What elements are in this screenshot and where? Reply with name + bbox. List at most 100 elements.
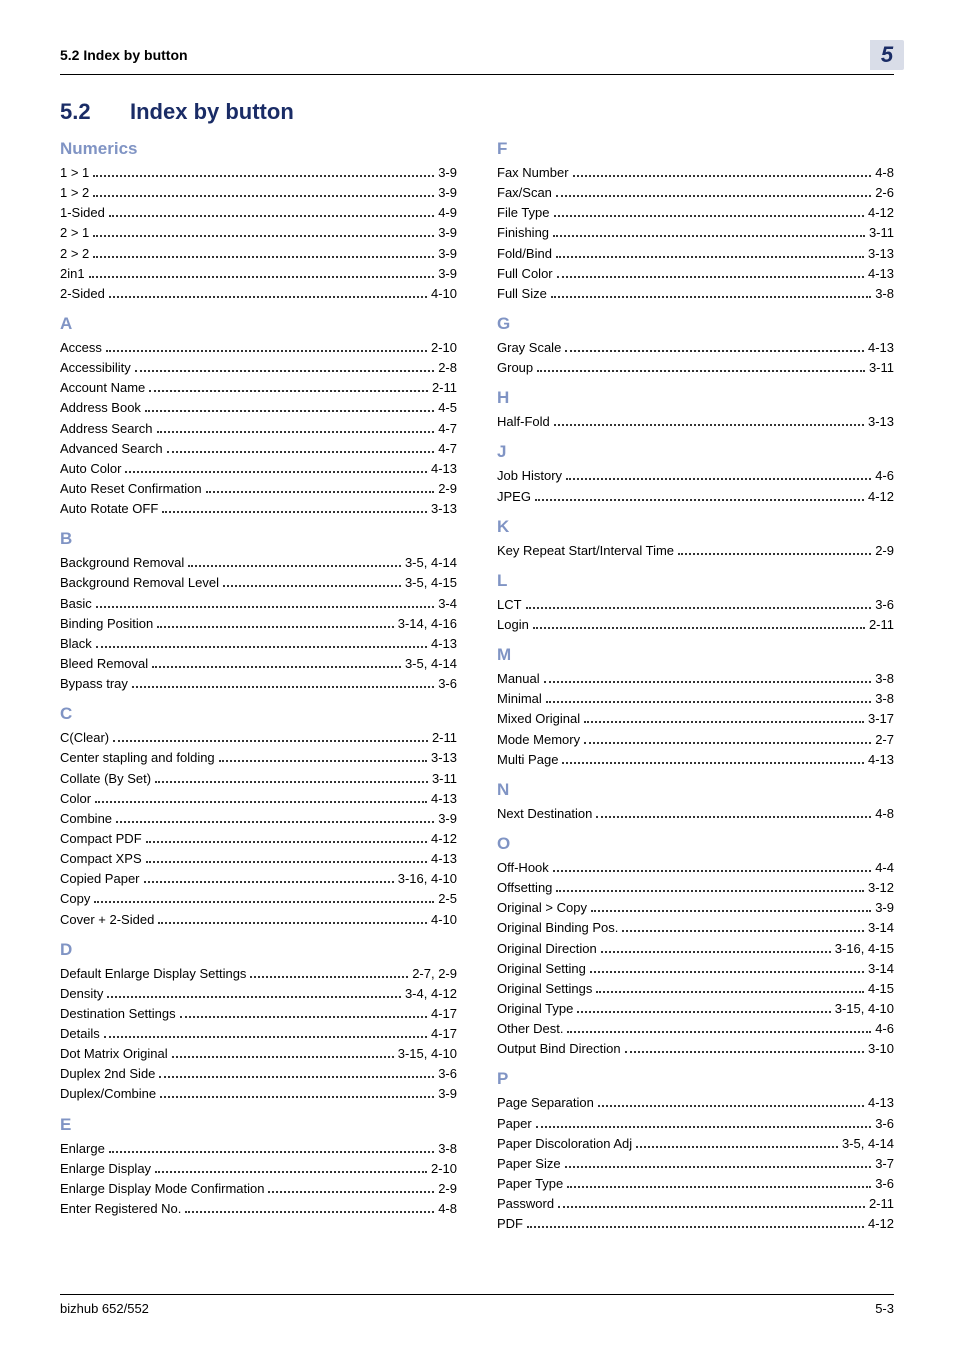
index-entry: Address Search 4-7 <box>60 419 457 439</box>
index-entry: Enlarge Display Mode Confirmation 2-9 <box>60 1179 457 1199</box>
index-entry-label: Original Binding Pos. <box>497 918 618 938</box>
index-entry-label: Background Removal <box>60 553 184 573</box>
leader-dots <box>527 1226 864 1228</box>
leader-dots <box>125 471 427 473</box>
index-entry-page: 3-11 <box>869 358 894 378</box>
index-entry-page: 2-11 <box>432 378 457 398</box>
index-entry-label: Color <box>60 789 91 809</box>
index-entry: Original Settings 4-15 <box>497 979 894 999</box>
index-entry: Original Type 3-15, 4-10 <box>497 999 894 1019</box>
leader-dots <box>556 890 864 892</box>
index-entry-label: Minimal <box>497 689 542 709</box>
index-entry-label: Paper <box>497 1114 532 1134</box>
index-entry-page: 4-13 <box>431 849 457 869</box>
leader-dots <box>557 276 864 278</box>
leader-dots <box>554 215 864 217</box>
index-entry-page: 3-9 <box>438 163 457 183</box>
section-number: 5.2 <box>60 99 130 125</box>
leader-dots <box>188 565 401 567</box>
index-entry: Mode Memory 2-7 <box>497 730 894 750</box>
index-entry-page: 2-6 <box>875 183 894 203</box>
letter-heading: D <box>60 940 457 960</box>
leader-dots <box>223 585 401 587</box>
index-entry: 1 > 1 3-9 <box>60 163 457 183</box>
index-entry: Details 4-17 <box>60 1024 457 1044</box>
leader-dots <box>622 930 864 932</box>
index-entry-label: Bypass tray <box>60 674 128 694</box>
letter-heading: K <box>497 517 894 537</box>
index-entry: Other Dest. 4-6 <box>497 1019 894 1039</box>
index-entry-page: 3-6 <box>438 1064 457 1084</box>
index-entry-page: 3-5, 4-14 <box>842 1134 894 1154</box>
index-entry: Duplex/Combine 3-9 <box>60 1084 457 1104</box>
index-entry-label: Next Destination <box>497 804 592 824</box>
index-entry-page: 3-6 <box>875 595 894 615</box>
index-entry: Fax/Scan 2-6 <box>497 183 894 203</box>
leader-dots <box>567 1186 871 1188</box>
index-entry-page: 3-16, 4-15 <box>835 939 894 959</box>
index-entry-page: 4-15 <box>868 979 894 999</box>
index-entry-page: 3-9 <box>438 264 457 284</box>
index-entry-label: Copy <box>60 889 90 909</box>
index-entry-label: Enlarge <box>60 1139 105 1159</box>
index-entry-label: Password <box>497 1194 554 1214</box>
index-entry-label: Paper Type <box>497 1174 563 1194</box>
index-entry-label: JPEG <box>497 487 531 507</box>
index-entry-label: Paper Discoloration Adj <box>497 1134 632 1154</box>
index-entry-page: 3-11 <box>869 223 894 243</box>
leader-dots <box>162 511 427 513</box>
leader-dots <box>577 1011 830 1013</box>
index-entry-label: Compact XPS <box>60 849 142 869</box>
leader-dots <box>636 1146 838 1148</box>
letter-heading: B <box>60 529 457 549</box>
index-entry-label: Duplex/Combine <box>60 1084 156 1104</box>
leader-dots <box>94 901 434 903</box>
index-entry-page: 3-17 <box>868 709 894 729</box>
leader-dots <box>535 499 864 501</box>
index-entry-label: Address Search <box>60 419 153 439</box>
leader-dots <box>167 451 435 453</box>
page-footer: bizhub 652/552 5-3 <box>60 1294 894 1316</box>
leader-dots <box>113 740 428 742</box>
index-entry-page: 4-12 <box>868 1214 894 1234</box>
leader-dots <box>116 821 434 823</box>
leader-dots <box>155 781 428 783</box>
index-entry: Black 4-13 <box>60 634 457 654</box>
index-entry-page: 4-13 <box>868 1093 894 1113</box>
index-entry: Paper Size 3-7 <box>497 1154 894 1174</box>
leader-dots <box>584 721 864 723</box>
index-entry-page: 3-9 <box>438 244 457 264</box>
leader-dots <box>596 991 864 993</box>
leader-dots <box>206 491 435 493</box>
index-entry-page: 3-7 <box>875 1154 894 1174</box>
index-entry: Bypass tray 3-6 <box>60 674 457 694</box>
index-entry-page: 4-6 <box>875 466 894 486</box>
index-entry-page: 4-17 <box>431 1004 457 1024</box>
index-entry-label: Other Dest. <box>497 1019 563 1039</box>
index-entry-page: 3-4 <box>438 594 457 614</box>
leader-dots <box>172 1056 394 1058</box>
index-entry: 2 > 1 3-9 <box>60 223 457 243</box>
letter-heading: M <box>497 645 894 665</box>
index-entry: Fold/Bind 3-13 <box>497 244 894 264</box>
index-entry: Paper Discoloration Adj 3-5, 4-14 <box>497 1134 894 1154</box>
index-entry-page: 3-8 <box>438 1139 457 1159</box>
leader-dots <box>250 976 408 978</box>
index-entry: Original Binding Pos. 3-14 <box>497 918 894 938</box>
leader-dots <box>565 350 864 352</box>
index-entry-label: File Type <box>497 203 550 223</box>
index-entry-page: 2-11 <box>869 615 894 635</box>
index-entry-page: 3-5, 4-14 <box>405 654 457 674</box>
index-entry-label: Copied Paper <box>60 869 140 889</box>
index-entry-label: Enlarge Display <box>60 1159 151 1179</box>
index-entry-page: 3-5, 4-14 <box>405 553 457 573</box>
leader-dots <box>590 971 864 973</box>
index-entry-label: Off-Hook <box>497 858 549 878</box>
index-entry-page: 3-13 <box>431 748 457 768</box>
index-entry: Compact PDF 4-12 <box>60 829 457 849</box>
index-entry: Offsetting 3-12 <box>497 878 894 898</box>
index-entry: Auto Color 4-13 <box>60 459 457 479</box>
index-entry-label: Fax Number <box>497 163 569 183</box>
leader-dots <box>551 296 871 298</box>
letter-heading: A <box>60 314 457 334</box>
